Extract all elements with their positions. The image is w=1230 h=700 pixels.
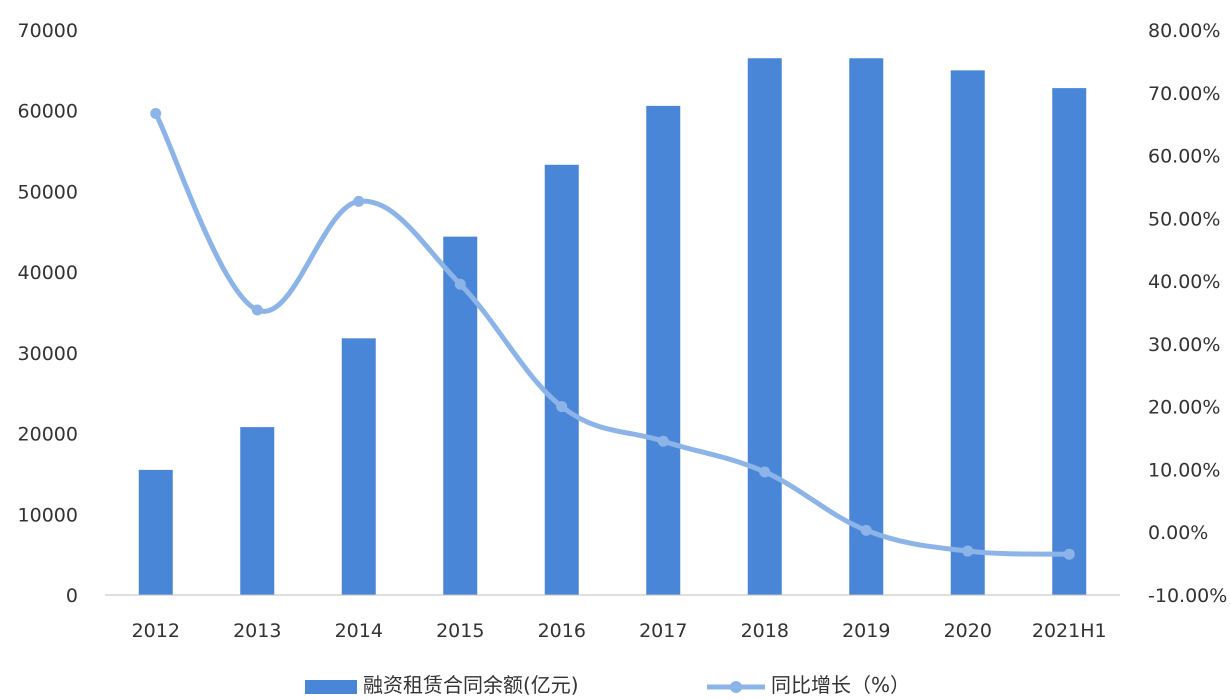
y-right-tick-label: -10.00% [1148, 585, 1227, 607]
line-point-2015 [454, 278, 466, 290]
x-tick-label: 2012 [132, 620, 180, 642]
x-tick-label: 2015 [436, 620, 484, 642]
y-axis-left: 0 10000 20000 30000 40000 50000 60000 70000 [18, 20, 78, 607]
y-right-tick-label: 40.00% [1148, 271, 1220, 293]
x-tick-label: 2020 [944, 620, 992, 642]
line-point-2018 [759, 466, 771, 478]
y-right-tick-label: 60.00% [1148, 146, 1220, 168]
line-point-2013 [251, 304, 263, 316]
y-left-tick-label: 50000 [18, 181, 78, 203]
line-point-2020 [962, 545, 974, 557]
bar-2014 [341, 338, 376, 595]
line-point-2021H1 [1063, 548, 1075, 560]
y-left-tick-label: 70000 [18, 20, 78, 42]
bar-2016 [544, 164, 579, 596]
line-point-2016 [556, 401, 568, 413]
y-left-tick-label: 60000 [18, 101, 78, 123]
bar-2012 [138, 469, 173, 595]
y-right-tick-label: 20.00% [1148, 397, 1220, 419]
x-axis: 2012 2013 2014 2015 2016 2017 2018 2019 2020 2021… [105, 594, 1120, 642]
line-point-2012 [150, 107, 162, 119]
x-tick-label: 2021H1 [1032, 620, 1107, 642]
x-tick-label: 2014 [335, 620, 383, 642]
y-left-tick-label: 0 [66, 585, 78, 607]
bar-2018 [747, 58, 782, 595]
bar-series [138, 58, 1087, 596]
bar-2021H1 [1052, 88, 1087, 595]
x-tick-label: 2017 [639, 620, 687, 642]
line-point-2019 [860, 524, 872, 536]
y-left-tick-label: 10000 [18, 504, 78, 526]
legend-bar-swatch [305, 680, 357, 694]
x-tick-label: 2019 [842, 620, 890, 642]
y-right-tick-label: 10.00% [1148, 459, 1220, 481]
bar-2013 [240, 427, 275, 595]
legend: 融资租赁合同余额(亿元) 同比增长（%） [305, 673, 910, 697]
y-left-tick-label: 30000 [18, 343, 78, 365]
line-series [150, 107, 1075, 560]
bar-2020 [950, 70, 985, 596]
y-left-tick-label: 20000 [18, 424, 78, 446]
y-axis-right: -10.00% 0.00% 10.00% 20.00% 30.00% 40.00% 50.0… [1148, 20, 1227, 607]
bar-2017 [646, 105, 681, 595]
x-tick-label: 2016 [538, 620, 586, 642]
y-right-tick-label: 70.00% [1148, 83, 1220, 105]
x-tick-label: 2018 [741, 620, 789, 642]
y-right-tick-label: 80.00% [1148, 20, 1220, 42]
growth-line [153, 110, 1072, 557]
x-tick-label: 2013 [233, 620, 281, 642]
y-left-tick-label: 40000 [18, 262, 78, 284]
line-point-2014 [353, 195, 365, 207]
y-right-tick-label: 50.00% [1148, 208, 1220, 230]
legend-bar-label: 融资租赁合同余额(亿元) [363, 673, 579, 697]
line-point-2017 [657, 435, 669, 447]
bar-2015 [443, 236, 478, 595]
y-right-tick-label: 30.00% [1148, 334, 1220, 356]
bar-2019 [849, 58, 884, 595]
y-right-tick-label: 0.00% [1148, 522, 1208, 544]
legend-line-label: 同比增长（%） [771, 673, 910, 697]
legend-line-marker [730, 681, 742, 693]
